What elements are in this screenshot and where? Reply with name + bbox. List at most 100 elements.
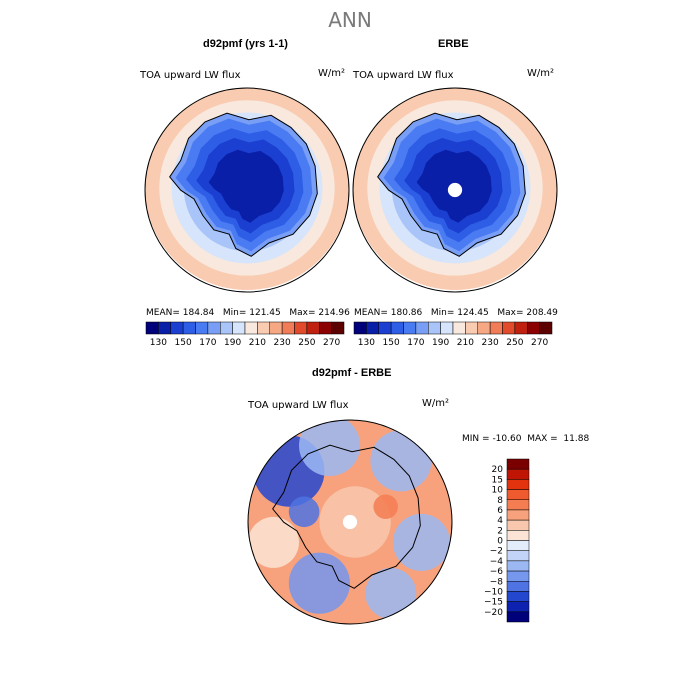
panel1-max-value: 214.96 [318,308,350,318]
panel3-colorbar-box-2 [506,479,530,490]
panel1-variable-label: TOA upward LW flux [140,70,241,81]
panel1-colorbar-box-3 [182,321,196,335]
panel3-colorbar-box-11 [506,570,530,582]
panel3-anomaly-region-2 [370,430,432,492]
panel3-colorbar-tick-8: −2 [490,547,503,557]
panel3-colorbar-tick-4: 6 [497,506,503,516]
panel1-max-label: Max= [289,308,316,318]
panel2-colorbar-box-10 [477,321,491,335]
panel3-anomaly-region-9 [288,496,320,528]
panel1-mean-value: 184.84 [182,308,215,318]
panel3-anomaly-region-6 [365,567,417,619]
panel1-min-value: 121.45 [249,308,281,318]
panel3-colorbar-box-7 [506,530,530,541]
panel1-colorbar-box-7 [232,321,246,335]
panel2-colorbar-box-3 [390,321,404,335]
panel2-units: W/m² [527,68,555,79]
panel3-colorbar-tick-13: −15 [484,598,503,608]
panel3-title: d92pmf - ERBE [312,367,392,379]
panel2-missing-pole [447,182,463,198]
panel2-colorbar-box-12 [502,321,516,335]
panel3-colorbar-tick-7: 0 [497,537,503,547]
panel3-colorbar-tick-11: −8 [490,577,504,587]
panel2-colorbar-tick-4: 210 [457,338,474,348]
panel3-colorbar-box-0 [506,458,530,470]
panel2-colorbar-tick-0: 130 [358,338,375,348]
panel2-colorbar-box-6 [428,321,441,335]
panel1-colorbar-box-6 [220,321,233,335]
panel1-colorbar-box-5 [207,321,221,335]
panel3-colorbar-box-1 [506,468,530,480]
panel3-colorbar-box-9 [506,550,530,562]
panel2-colorbar-box-7 [440,321,454,335]
panel2-colorbar-tick-3: 190 [432,338,449,348]
panel2-stats: MEAN= 180.86 Min= 124.45 Max= 208.49 [354,308,558,318]
panel2-colorbar-box-9 [465,321,478,335]
panel2-title: ERBE [438,38,469,50]
panel2-colorbar-box-1 [366,321,379,335]
panel3-map [247,419,453,625]
panel3-variable-label: TOA upward LW flux [248,400,349,411]
panel3-colorbar-tick-5: 4 [497,516,503,526]
panel1-colorbar-tick-0: 130 [150,338,167,348]
panel2-max-value: 208.49 [526,308,558,318]
panel3-colorbar-tick-9: −4 [490,557,504,567]
panel2-colorbar-box-11 [489,321,503,335]
panel3-colorbar-box-15 [506,611,530,623]
panel3-colorbar-tick-14: −20 [484,608,503,618]
panel3-colorbar-box-12 [506,581,530,592]
panel2-map [352,87,558,293]
panel3-max-value: 11.88 [563,434,590,444]
panel2-max-label: Max= [497,308,524,318]
panel2-mean-label: MEAN= [354,308,388,318]
panel2-colorbar-box-13 [514,321,528,335]
panel3-colorbar-tick-3: 8 [497,496,503,506]
panel2-colorbar-box-15 [539,321,553,335]
panel3-units: W/m² [422,398,450,409]
panel1-colorbar-tick-2: 170 [199,338,216,348]
panel2-coastline [377,112,526,257]
panel1-colorbar-box-13 [306,321,320,335]
panel1-title: d92pmf (yrs 1-1) [203,38,288,50]
panel2-min-value: 124.45 [457,308,489,318]
panel1-colorbar-tick-3: 190 [224,338,241,348]
panel2-mean-value: 180.86 [390,308,423,318]
panel3-min-value: -10.60 [492,434,522,444]
panel2-variable-label: TOA upward LW flux [353,70,454,81]
panel1-colorbar-box-15 [331,321,345,335]
panel1-land-contour-4 [208,149,284,223]
panel3-colorbar-box-14 [506,601,530,613]
panel1-mean-label: MEAN= [146,308,180,318]
panel1-colorbar-tick-4: 210 [249,338,266,348]
panel1-min-label: Min= [222,308,247,318]
panel3-anomaly-region-4 [248,516,299,568]
panel3-colorbar-box-6 [506,519,530,531]
panel1-colorbar-box-12 [294,321,308,335]
panel2-colorbar-tick-5: 230 [482,338,499,348]
page-title: ANN [328,8,372,32]
panel1-map-border [144,87,350,293]
panel1-colorbar: 130 150 170 190 210 230 250 270 [145,321,345,348]
panel1-colorbar-tick-7: 270 [323,338,340,348]
panel1-colorbar-box-10 [269,321,283,335]
panel3-colorbar-box-10 [506,560,530,572]
panel1-colorbar-tick-5: 230 [274,338,291,348]
panel3-min-label: MIN = [462,434,490,444]
panel2-colorbar-box-4 [403,321,417,335]
panel1-stats: MEAN= 184.84 Min= 121.45 Max= 214.96 [146,308,350,318]
panel3-coastline [272,444,421,589]
panel3-colorbar-box-13 [506,591,530,602]
panel3-colorbar-tick-10: −6 [490,567,504,577]
panel1-colorbar-box-1 [158,321,171,335]
panel3-colorbar-tick-2: 10 [492,486,504,496]
panel1-colorbar-box-2 [170,321,184,335]
panel1-colorbar-box-4 [195,321,209,335]
panel2-colorbar-tick-7: 270 [531,338,548,348]
panel3-colorbar-box-4 [506,499,530,511]
panel3-anomaly-region-5 [288,552,350,614]
panel3-colorbar-box-3 [506,489,530,500]
panel3-missing-pole [342,514,358,530]
panel3-stats: MIN = -10.60 MAX = 11.88 [462,434,589,444]
